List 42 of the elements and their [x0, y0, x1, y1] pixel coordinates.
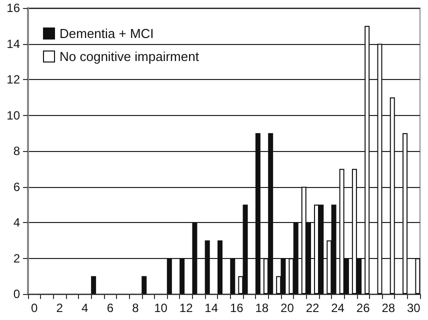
x-tick-label: 8	[132, 301, 140, 315]
y-tick-label: 2	[13, 251, 20, 266]
x-tick-label: 22	[306, 301, 320, 315]
x-tick-label: 6	[106, 301, 114, 315]
x-tick-label: 20	[280, 301, 294, 315]
y-tick-label: 14	[6, 36, 20, 51]
bar	[230, 258, 236, 294]
y-tick-label: 10	[6, 108, 20, 122]
y-tick-label: 0	[13, 287, 20, 301]
bar	[180, 258, 185, 294]
x-tick-label: 28	[382, 301, 396, 315]
bar	[314, 204, 320, 294]
bar	[402, 133, 408, 294]
x-tick-label: 26	[356, 301, 370, 315]
x-tick-label: 12	[179, 301, 194, 315]
bar	[364, 26, 370, 294]
bar	[390, 97, 395, 294]
x-tick-label: 0	[30, 301, 38, 315]
x-tick-label: 14	[204, 301, 218, 315]
x-tick-label: 24	[331, 301, 345, 315]
bar	[377, 44, 382, 294]
bar	[255, 133, 260, 294]
x-tick-label: 16	[230, 301, 244, 315]
bar	[142, 276, 147, 294]
legend-label: Dementia + MCI	[60, 26, 154, 41]
x-tick-label: 18	[255, 301, 269, 315]
x-tick-label: 10	[154, 301, 168, 315]
bar	[415, 258, 420, 294]
y-tick-label: 8	[13, 144, 20, 158]
x-tick-label: 30	[407, 301, 421, 315]
bar	[91, 276, 96, 294]
x-tick-label: 4	[82, 301, 89, 315]
bar	[204, 240, 210, 294]
y-tick-label: 16	[6, 1, 20, 15]
y-tick-label: 12	[6, 72, 20, 86]
y-tick-label: 4	[13, 216, 20, 230]
bar	[166, 258, 172, 294]
bar	[218, 240, 222, 294]
bar	[192, 222, 198, 294]
y-tick-label: 6	[13, 180, 20, 194]
legend-label: No cognitive impairment	[60, 49, 200, 64]
x-tick-label: 2	[56, 301, 64, 315]
